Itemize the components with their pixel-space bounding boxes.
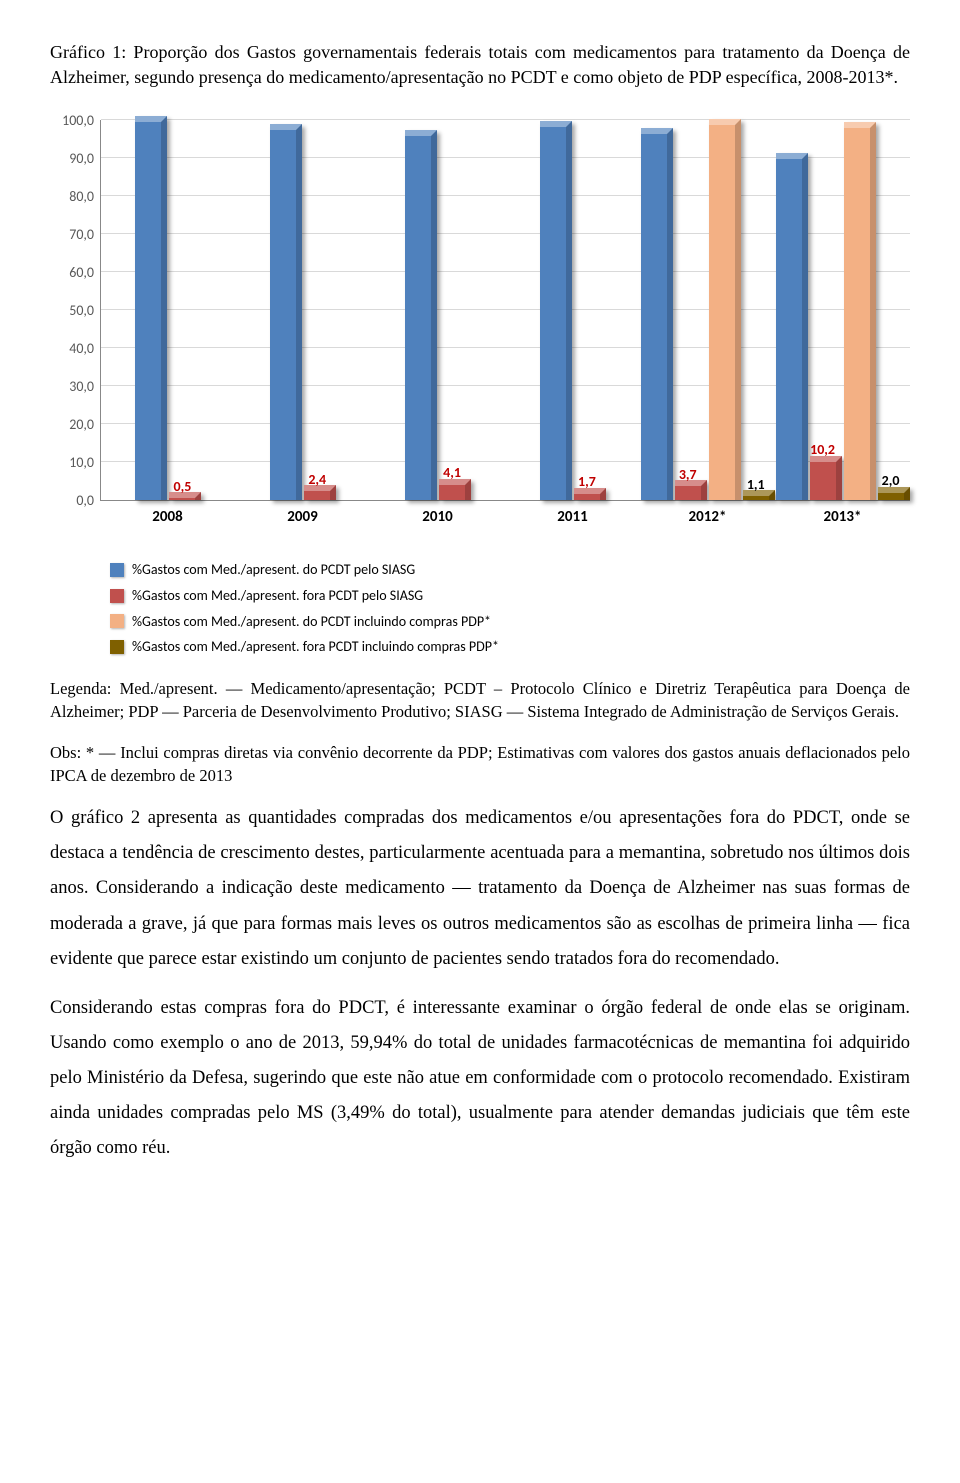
bar-fora_siasg: 4,1 [439, 479, 471, 501]
y-tick: 60,0 [69, 263, 94, 283]
y-tick: 90,0 [69, 149, 94, 169]
year-group: 4,1 [371, 120, 506, 500]
bar-fora_pdp: 2,0 [878, 487, 910, 501]
chart: 0,0 10,0 20,0 30,0 40,0 50,0 60,0 70,0 80,0 90,0 1… [50, 120, 910, 656]
bar-fora_siasg: 0,5 [169, 492, 201, 500]
bar-pcdt_pdp [844, 122, 876, 500]
legend-swatch [110, 640, 124, 654]
y-tick: 100,0 [62, 111, 94, 131]
legend-item: %Gastos com Med./apresent. fora PCDT inc… [110, 637, 910, 657]
legend-swatch [110, 589, 124, 603]
bar-pcdt_siasg [405, 130, 437, 500]
y-axis: 0,010,020,030,040,050,060,070,080,090,01… [50, 120, 100, 500]
caption-obs: Obs: * — Inclui compras diretas via conv… [50, 741, 910, 787]
bar-value-label: 2,4 [308, 470, 326, 492]
year-group: 1,7 [505, 120, 640, 500]
x-label: 2013* [775, 507, 910, 537]
x-axis: 20082009201020112012*2013* [100, 507, 910, 537]
y-tick: 20,0 [69, 415, 94, 435]
caption-legenda: Legenda: Med./apresent. — Medicamento/ap… [50, 677, 910, 723]
bar-pcdt_siasg [540, 121, 572, 501]
bar-value-label: 1,1 [747, 475, 765, 497]
legend-label: %Gastos com Med./apresent. do PCDT pelo … [132, 560, 415, 580]
year-group: 0,5 [101, 120, 236, 500]
y-tick: 0,0 [76, 491, 94, 511]
bar-fora_siasg: 3,7 [675, 480, 707, 500]
y-tick: 80,0 [69, 187, 94, 207]
paragraph-2: Considerando estas compras fora do PDCT,… [50, 991, 910, 1167]
bar-pcdt_siasg [776, 153, 808, 500]
bar-fora_pdp: 1,1 [743, 490, 775, 500]
bar-pcdt_pdp [709, 119, 741, 501]
year-group: 10,2 2,0 [775, 120, 910, 500]
legend-item: %Gastos com Med./apresent. do PCDT pelo … [110, 560, 910, 580]
legend: %Gastos com Med./apresent. do PCDT pelo … [110, 560, 910, 656]
legend-swatch [110, 614, 124, 628]
legend-item: %Gastos com Med./apresent. do PCDT inclu… [110, 612, 910, 632]
bar-value-label: 10,2 [810, 440, 835, 462]
legend-item: %Gastos com Med./apresent. fora PCDT pel… [110, 586, 910, 606]
bar-value-label: 1,7 [578, 472, 596, 494]
y-tick: 50,0 [69, 301, 94, 321]
x-label: 2010 [370, 507, 505, 537]
bar-pcdt_siasg [135, 116, 167, 500]
x-label: 2008 [100, 507, 235, 537]
y-tick: 10,0 [69, 453, 94, 473]
bar-value-label: 3,7 [679, 465, 697, 487]
plot-area: 0,5 2,4 4,1 1,7 3,7 1,1 10,2 2,0 [100, 120, 910, 501]
y-tick: 30,0 [69, 377, 94, 397]
year-group: 3,7 1,1 [640, 120, 775, 500]
bar-fora_siasg: 1,7 [574, 488, 606, 500]
bar-fora_siasg: 2,4 [304, 485, 336, 500]
x-label: 2009 [235, 507, 370, 537]
y-tick: 70,0 [69, 225, 94, 245]
legend-label: %Gastos com Med./apresent. fora PCDT inc… [132, 637, 499, 657]
bar-pcdt_siasg [641, 128, 673, 500]
year-group: 2,4 [236, 120, 371, 500]
bar-value-label: 2,0 [882, 471, 900, 493]
x-label: 2012* [640, 507, 775, 537]
bar-value-label: 4,1 [443, 463, 461, 485]
bar-fora_siasg: 10,2 [810, 456, 842, 501]
y-tick: 40,0 [69, 339, 94, 359]
bar-value-label: 0,5 [174, 477, 192, 499]
bar-pcdt_siasg [270, 124, 302, 501]
x-label: 2011 [505, 507, 640, 537]
figure-title: Gráfico 1: Proporção dos Gastos governam… [50, 40, 910, 90]
legend-label: %Gastos com Med./apresent. fora PCDT pel… [132, 586, 423, 606]
legend-label: %Gastos com Med./apresent. do PCDT inclu… [132, 612, 491, 632]
paragraph-1: O gráfico 2 apresenta as quantidades com… [50, 801, 910, 977]
legend-swatch [110, 563, 124, 577]
